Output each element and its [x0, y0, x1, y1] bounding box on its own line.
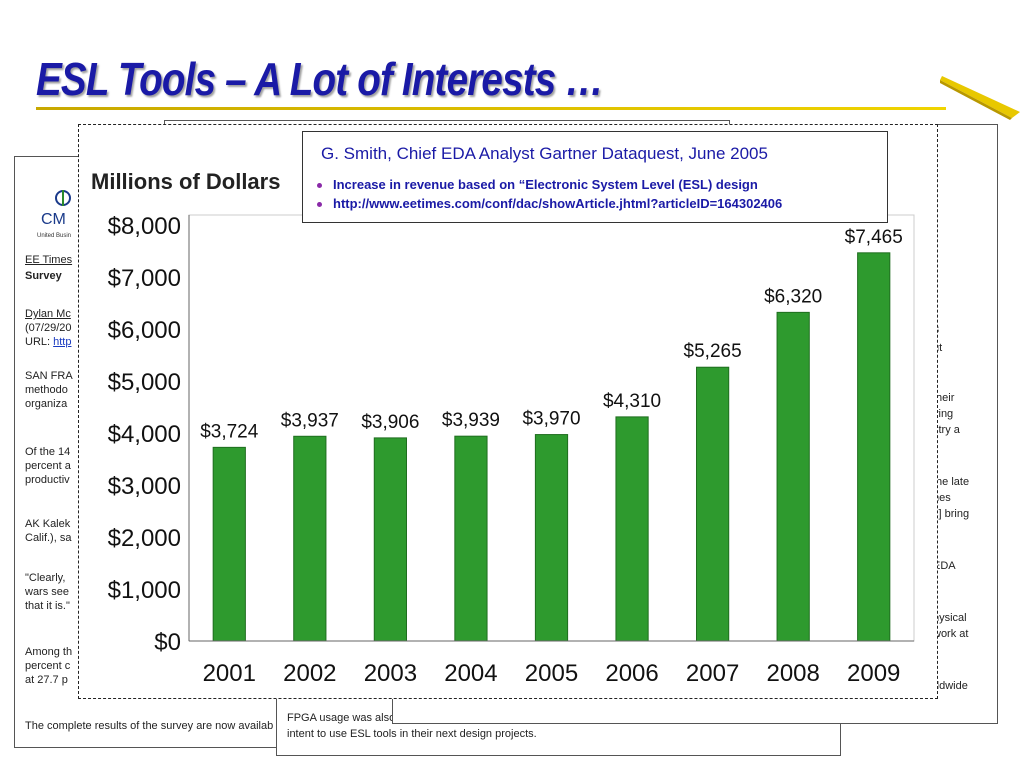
corner-chevron-decoration: [940, 76, 1020, 120]
x-tick-label: 2007: [686, 660, 739, 687]
data-label: $5,265: [684, 341, 742, 362]
article-fragment: rldwide: [933, 680, 968, 692]
data-label: $3,939: [442, 410, 500, 431]
y-tick-label: $1,000: [108, 577, 181, 604]
bar-chart: Millions of Dollars $0 $1,000 $2,000 $3,000…: [91, 169, 915, 687]
article-line: wars see: [25, 586, 70, 598]
bar: [212, 446, 246, 642]
data-label: $6,320: [764, 286, 822, 307]
y-tick-label: $6,000: [108, 317, 181, 344]
x-tick-label: 2002: [283, 660, 336, 687]
x-tick-label: 2001: [203, 660, 256, 687]
article-line: percent a: [25, 460, 71, 472]
article-fragment: EDA: [933, 560, 956, 572]
article-line: methodo: [25, 384, 68, 396]
title-rule: [36, 107, 946, 110]
source-citation-box: G. Smith, Chief EDA Analyst Gartner Data…: [302, 131, 888, 223]
bar: [857, 252, 891, 642]
publisher-logo-subtitle: United Busin: [37, 233, 72, 239]
source-bullet: Increase in revenue based on “Electronic…: [317, 177, 758, 192]
y-tick-label: $2,000: [108, 525, 181, 552]
bar: [373, 437, 407, 642]
article-line: SAN FRA: [25, 370, 73, 382]
article-line: percent c: [25, 660, 71, 672]
data-label: $3,970: [522, 409, 580, 430]
article-line: intent to use ESL tools in their next de…: [287, 728, 537, 740]
data-label: $3,724: [200, 421, 259, 442]
bar: [293, 435, 327, 642]
chart-title: Millions of Dollars: [91, 169, 280, 194]
data-label: $4,310: [603, 391, 661, 412]
bar: [534, 434, 569, 642]
x-tick-label: 2006: [605, 660, 658, 687]
bar: [615, 416, 649, 642]
article-line: productiv: [25, 474, 70, 486]
url-line: URL: http: [25, 335, 71, 349]
y-tick-label: $7,000: [108, 265, 181, 292]
bar: [776, 311, 810, 642]
y-tick-label: $3,000: [108, 473, 181, 500]
article-line: AK Kalek: [25, 518, 71, 530]
article-line: organiza: [25, 398, 68, 410]
value-labels: $3,724 $3,937 $3,906 $3,939 $3,970 $4,310 $5,2…: [200, 227, 903, 443]
article-fragment: their: [933, 392, 955, 404]
article-footer: The complete results of the survey are n…: [25, 720, 274, 732]
article-line: Among th: [25, 646, 73, 658]
data-label: $3,937: [281, 410, 339, 431]
article-headline: Survey: [25, 270, 62, 282]
bar: [454, 435, 488, 642]
article-fragment: s] bring: [933, 508, 970, 520]
x-tick-label: 2005: [525, 660, 578, 687]
article-fragment: ying: [933, 408, 954, 420]
y-tick-label: $4,000: [108, 421, 181, 448]
x-tick-label: 2008: [766, 660, 819, 687]
source-url-bullet[interactable]: http://www.eetimes.com/conf/dac/showArti…: [316, 196, 783, 211]
bars: [212, 252, 891, 642]
bar: [696, 366, 730, 642]
y-tick-label: $5,000: [108, 369, 181, 396]
x-tick-label: 2004: [444, 660, 497, 687]
article-line: that it is.": [25, 600, 70, 612]
y-tick-label: $8,000: [108, 213, 181, 240]
source-title: G. Smith, Chief EDA Analyst Gartner Data…: [321, 144, 768, 163]
slide-title: ESL Tools – A Lot of Interests …: [36, 53, 604, 105]
globe-logo-icon: [55, 190, 71, 206]
article-fragment: the late: [933, 476, 970, 488]
x-tick-label: 2003: [364, 660, 417, 687]
data-label: $3,906: [361, 412, 419, 433]
source-link[interactable]: EE Times: [25, 254, 73, 266]
url-label: URL:: [25, 336, 54, 348]
y-tick-label: $0: [154, 629, 181, 656]
x-tick-label: 2009: [847, 660, 900, 687]
article-line: Of the 14: [25, 446, 71, 458]
article-line: Calif.), sa: [25, 532, 72, 544]
y-axis: $0 $1,000 $2,000 $3,000 $4,000 $5,000 $6,000 $7…: [108, 213, 190, 656]
data-label: $7,465: [845, 227, 903, 248]
author-link[interactable]: Dylan Mc: [25, 308, 71, 320]
publisher-logo-text: CM: [41, 211, 66, 228]
article-date: (07/29/20: [25, 322, 72, 334]
article-fragment: stry a: [933, 424, 960, 436]
url-link[interactable]: http: [53, 336, 72, 348]
article-line: at 27.7 p: [25, 674, 68, 686]
article-fragment: hysical: [933, 612, 967, 624]
article-line: FPGA usage was also: [287, 712, 396, 724]
article-fragment: work at: [933, 628, 969, 640]
article-line: "Clearly,: [25, 572, 66, 584]
x-axis: 2001 2002 2003 2004 2005 2006 2007 2008 2009: [189, 640, 914, 687]
